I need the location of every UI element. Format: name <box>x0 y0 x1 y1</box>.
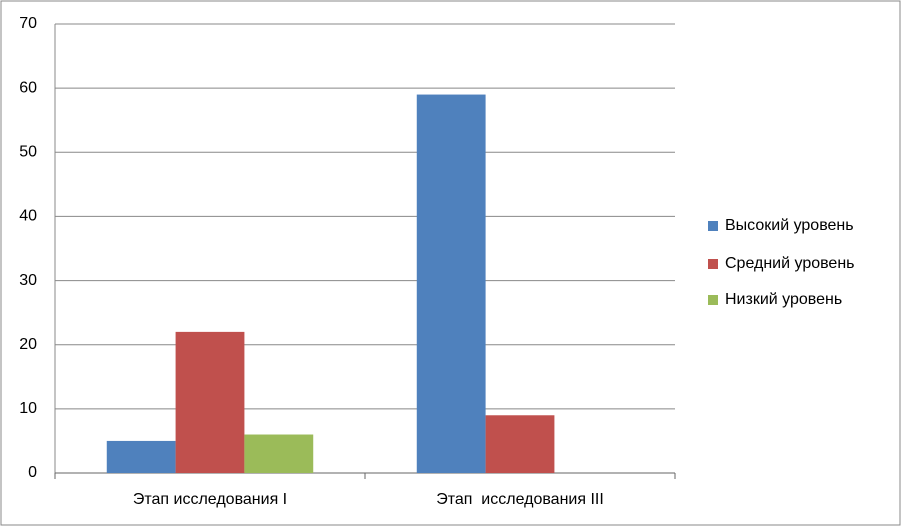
y-tick-label: 30 <box>19 272 37 289</box>
bar <box>416 94 486 474</box>
legend-swatch <box>708 295 718 305</box>
y-tick-label: 0 <box>28 464 37 481</box>
y-tick-label: 20 <box>19 336 37 353</box>
legend-swatch <box>708 259 718 269</box>
bar <box>244 434 314 473</box>
bar <box>175 331 245 473</box>
y-tick-label: 60 <box>19 79 37 96</box>
x-tick-label: Этап исследования I <box>133 491 287 508</box>
bar <box>485 415 555 473</box>
y-tick-label: 40 <box>19 208 37 225</box>
bar <box>106 440 176 473</box>
x-tick-label: Этап исследования III <box>436 491 604 508</box>
legend-swatch <box>708 221 718 231</box>
legend-label: Высокий уровень <box>725 217 854 234</box>
legend-label: Низкий уровень <box>725 291 842 308</box>
legend-label: Средний уровень <box>725 255 855 272</box>
y-tick-label: 50 <box>19 144 37 161</box>
y-tick-label: 70 <box>19 15 37 32</box>
y-tick-label: 10 <box>19 400 37 417</box>
